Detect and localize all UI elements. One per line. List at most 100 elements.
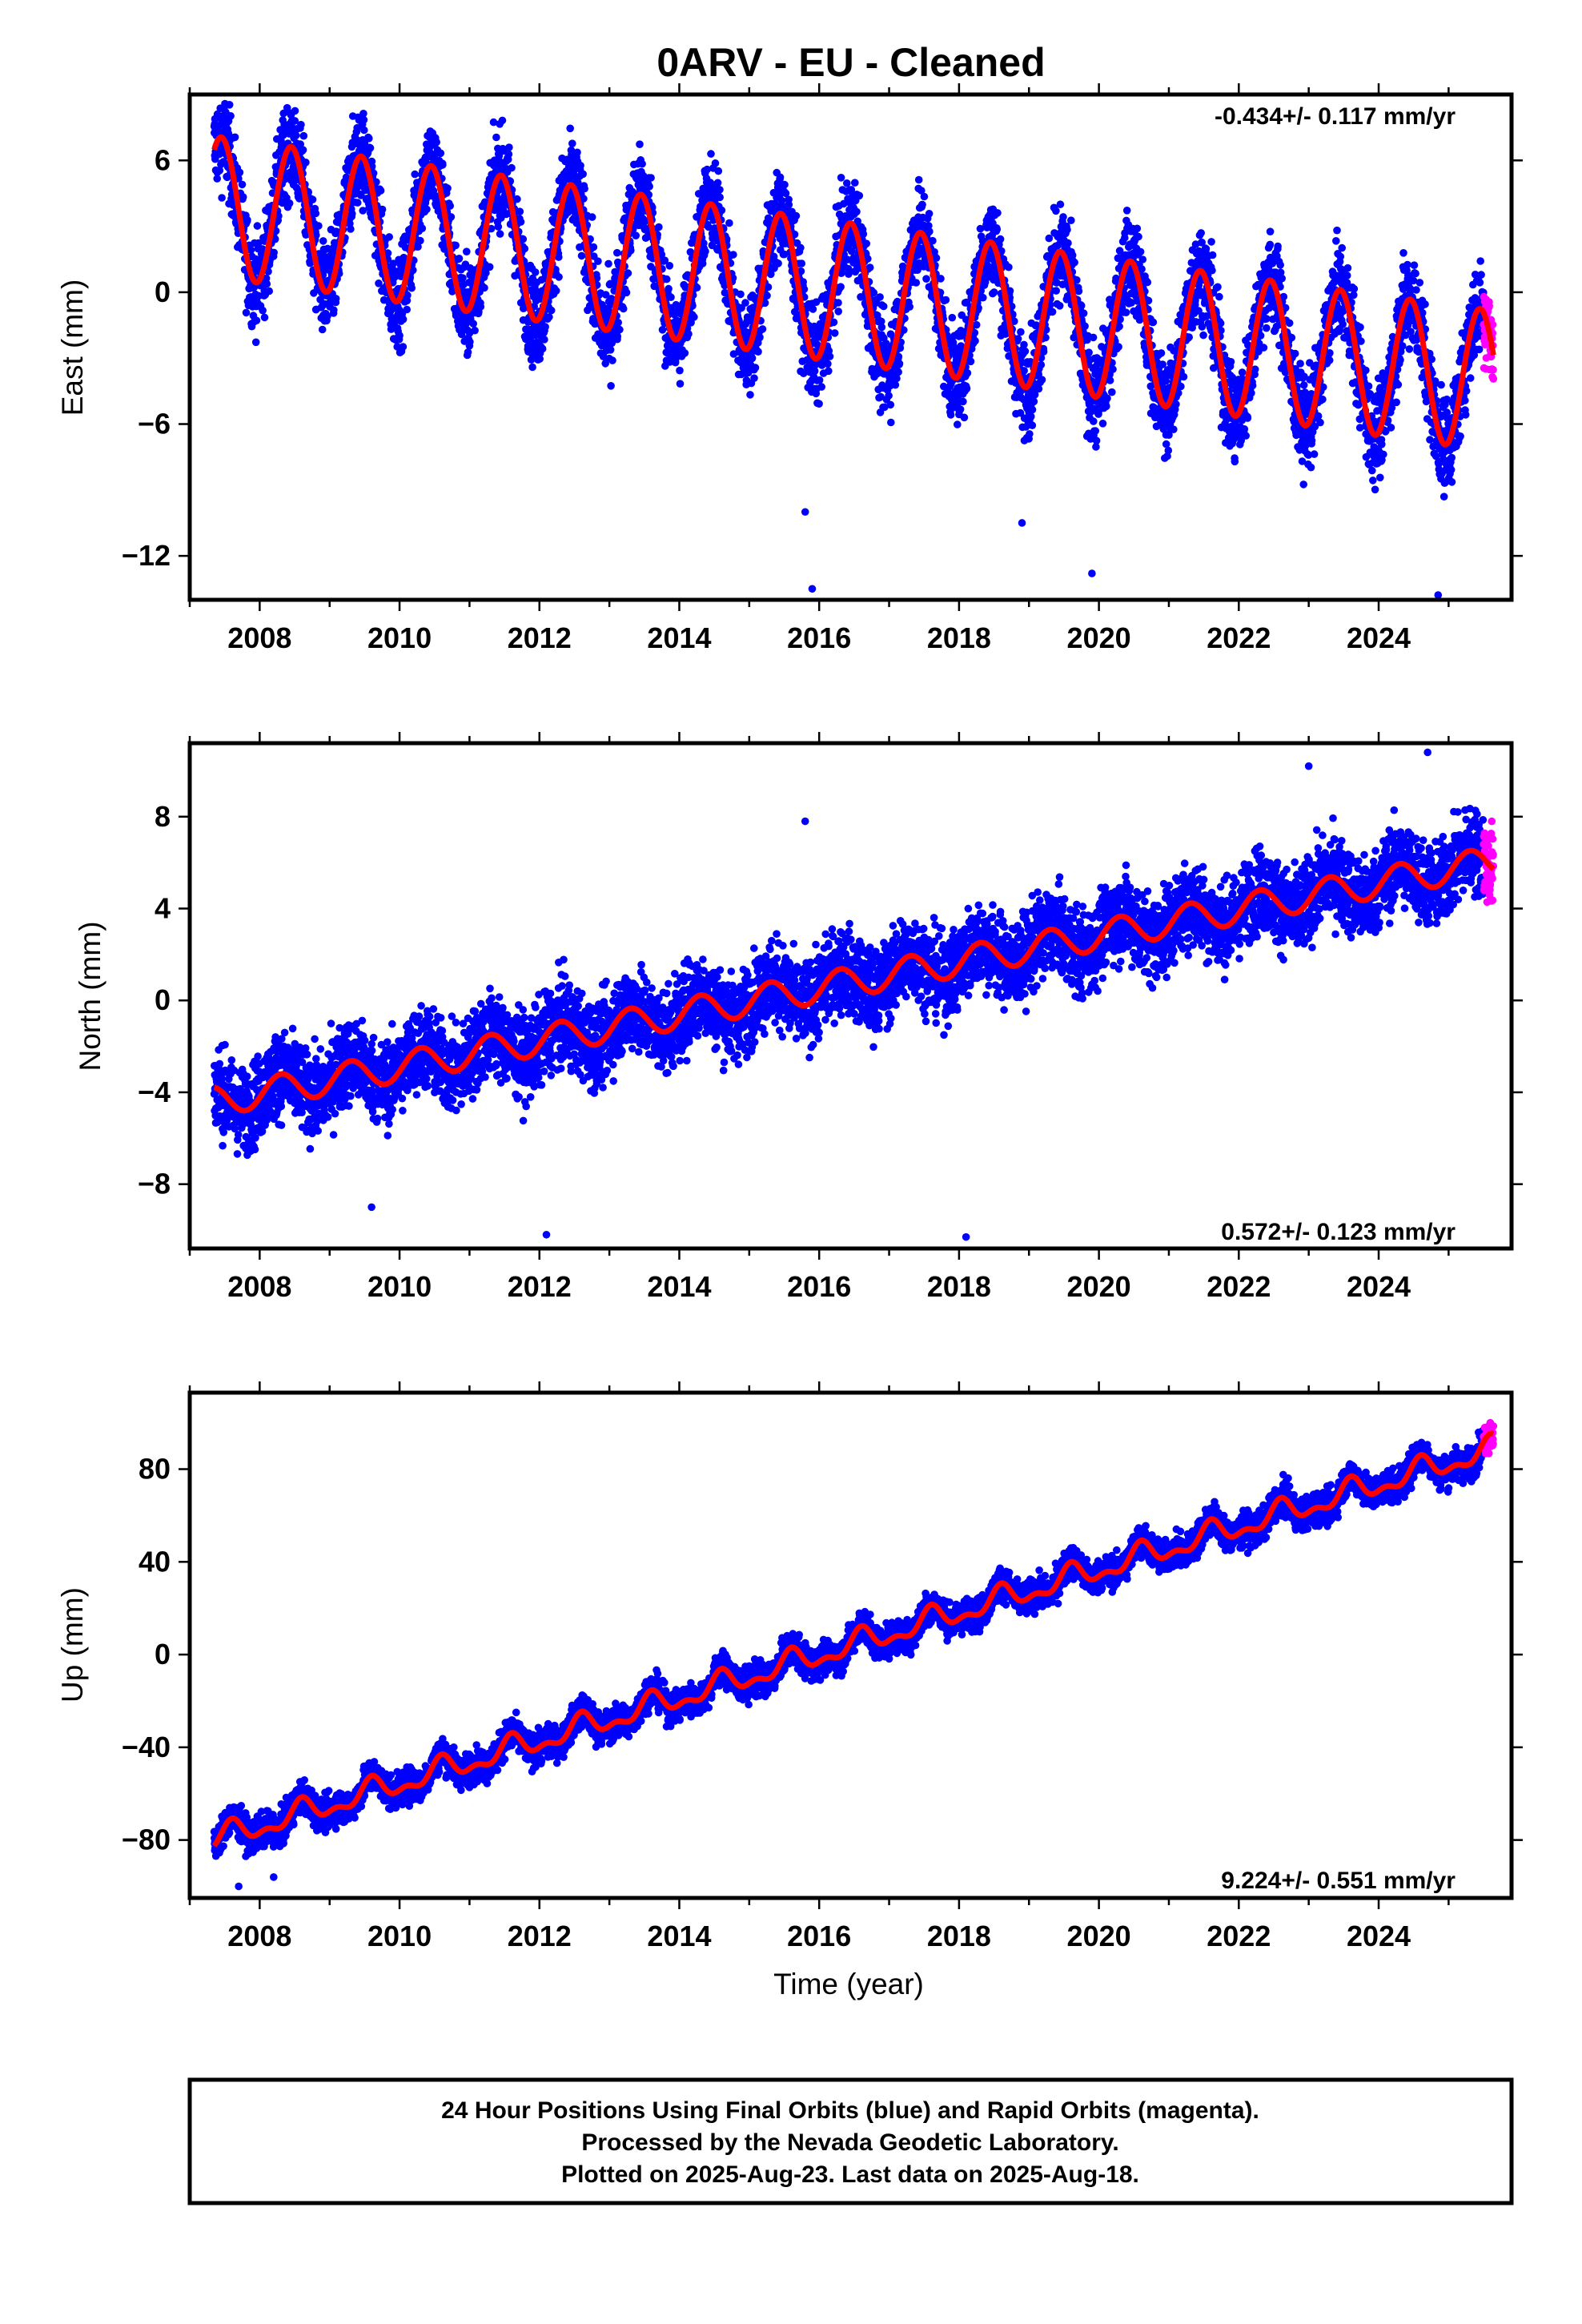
final-orbit-point [242, 308, 251, 317]
final-orbit-point [416, 236, 424, 245]
final-orbit-point [741, 299, 749, 307]
final-orbit-point [711, 159, 720, 167]
final-orbit-point [809, 305, 817, 313]
final-orbit-point [725, 219, 733, 227]
final-orbit-point [1020, 340, 1028, 349]
final-orbit-point [920, 192, 929, 201]
final-orbit-point [895, 360, 904, 368]
final-orbit-point [608, 356, 616, 364]
final-orbit-point [876, 293, 884, 301]
final-orbit-point [855, 191, 864, 200]
final-orbit-point [922, 275, 930, 283]
final-orbit-point [960, 413, 969, 422]
final-orbit-point [263, 279, 271, 288]
final-orbit-point [580, 184, 588, 193]
final-orbit-point [1115, 322, 1123, 331]
final-orbit-point [994, 209, 1002, 217]
final-orbit-point [714, 167, 723, 175]
final-orbit-point [235, 168, 244, 177]
final-orbit-point [432, 138, 440, 147]
final-orbit-point [676, 366, 684, 375]
final-orbit-point [894, 368, 902, 376]
final-orbit-point [347, 225, 355, 233]
final-orbit-point [376, 187, 385, 195]
final-orbit-point [707, 150, 715, 158]
final-orbit-point [647, 174, 655, 182]
final-orbit-point [781, 180, 789, 189]
final-orbit-point [1074, 287, 1083, 296]
final-orbit-point [1026, 430, 1034, 438]
final-orbit-point [528, 363, 536, 372]
final-orbit-point [824, 360, 832, 368]
final-orbit-point [1098, 420, 1107, 428]
final-orbit-point [774, 259, 782, 267]
final-orbit-point [685, 330, 693, 338]
final-orbit-point [418, 224, 427, 233]
final-orbit-point [218, 194, 226, 202]
final-orbit-point [645, 183, 653, 191]
final-orbit-point [1034, 384, 1043, 393]
final-orbit-point [729, 251, 737, 259]
final-orbit-point [1030, 397, 1038, 406]
final-orbit-point [331, 295, 340, 303]
final-orbit-point [776, 173, 785, 182]
final-orbit-point [925, 210, 934, 218]
final-orbit-point [862, 239, 870, 248]
final-orbit-point [1089, 333, 1098, 342]
final-orbit-point [886, 400, 895, 409]
final-orbit-point [810, 367, 819, 376]
final-orbit-point [297, 120, 305, 129]
final-orbit-point [1079, 309, 1088, 318]
final-orbit-point [1133, 224, 1142, 233]
chart-title: 0ARV - EU - Cleaned [656, 40, 1045, 85]
final-orbit-point [713, 179, 722, 187]
final-orbit-point [638, 159, 646, 168]
final-orbit-point [396, 332, 404, 340]
final-orbit-point [1017, 328, 1025, 336]
final-orbit-point [547, 306, 556, 315]
final-orbit-point [1005, 263, 1013, 271]
final-orbit-point [1077, 301, 1086, 310]
final-orbit-point [540, 336, 548, 344]
final-orbit-point [452, 241, 460, 250]
final-orbit-point [619, 304, 628, 313]
final-orbit-point [265, 287, 274, 296]
final-orbit-point [914, 175, 923, 184]
final-orbit-point [1106, 376, 1114, 384]
final-orbit-point [1108, 388, 1116, 396]
final-orbit-point [1028, 405, 1037, 414]
final-orbit-point [607, 382, 615, 390]
final-orbit-point [746, 391, 754, 399]
final-orbit-point [690, 313, 698, 321]
final-orbit-point [353, 199, 362, 207]
final-orbit-point [227, 112, 235, 120]
final-orbit-point [408, 283, 416, 292]
final-orbit-point [545, 313, 553, 321]
final-orbit-point [905, 303, 913, 311]
final-orbit-point [834, 299, 842, 307]
final-orbit-point [471, 326, 479, 335]
final-orbit-point [616, 325, 624, 334]
final-orbit-point [1039, 348, 1048, 356]
final-orbit-point [954, 420, 962, 428]
final-orbit-point [366, 144, 375, 152]
final-orbit-point [264, 267, 272, 275]
final-orbit-point [270, 248, 279, 257]
final-orbit-point [213, 175, 222, 183]
final-orbit-point [485, 263, 494, 271]
final-orbit-point [247, 246, 255, 254]
final-orbit-point [797, 259, 806, 267]
final-orbit-point [926, 227, 934, 235]
final-orbit-point [520, 244, 529, 253]
final-orbit-point [1059, 213, 1067, 221]
final-orbit-point [1052, 207, 1060, 215]
final-orbit-point [1114, 343, 1122, 351]
final-orbit-point [737, 290, 745, 299]
final-orbit-point [446, 202, 454, 210]
final-orbit-point [996, 235, 1005, 243]
final-orbit-point [588, 213, 596, 221]
final-orbit-point [568, 139, 576, 147]
final-orbit-point [693, 283, 701, 292]
final-orbit-point [655, 223, 663, 231]
